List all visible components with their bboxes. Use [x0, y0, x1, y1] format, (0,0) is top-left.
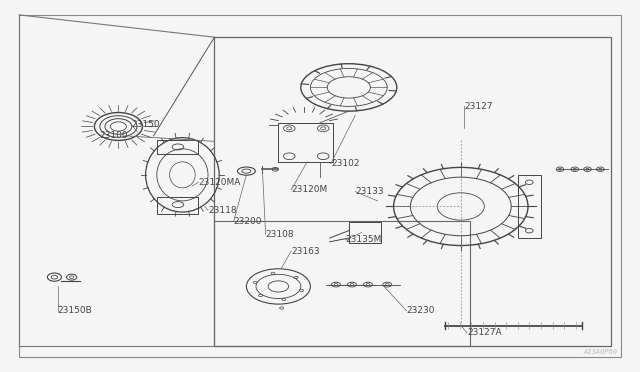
Text: 23230: 23230: [406, 306, 435, 315]
Text: 23127: 23127: [464, 102, 493, 110]
Text: 23120MA: 23120MA: [198, 178, 241, 187]
Text: 23108: 23108: [266, 230, 294, 239]
Text: 23163: 23163: [291, 247, 320, 256]
Text: A23A0P60: A23A0P60: [584, 349, 618, 355]
Text: 23100: 23100: [99, 131, 128, 140]
Text: 23135M: 23135M: [346, 235, 382, 244]
Text: 23200: 23200: [234, 217, 262, 226]
Text: 23133: 23133: [355, 187, 384, 196]
Text: 23150B: 23150B: [58, 306, 92, 315]
Text: 23150: 23150: [131, 120, 160, 129]
Text: 23118: 23118: [208, 206, 237, 215]
Text: 23120M: 23120M: [291, 185, 328, 194]
Text: 23127A: 23127A: [467, 328, 502, 337]
Text: 23102: 23102: [331, 159, 360, 168]
